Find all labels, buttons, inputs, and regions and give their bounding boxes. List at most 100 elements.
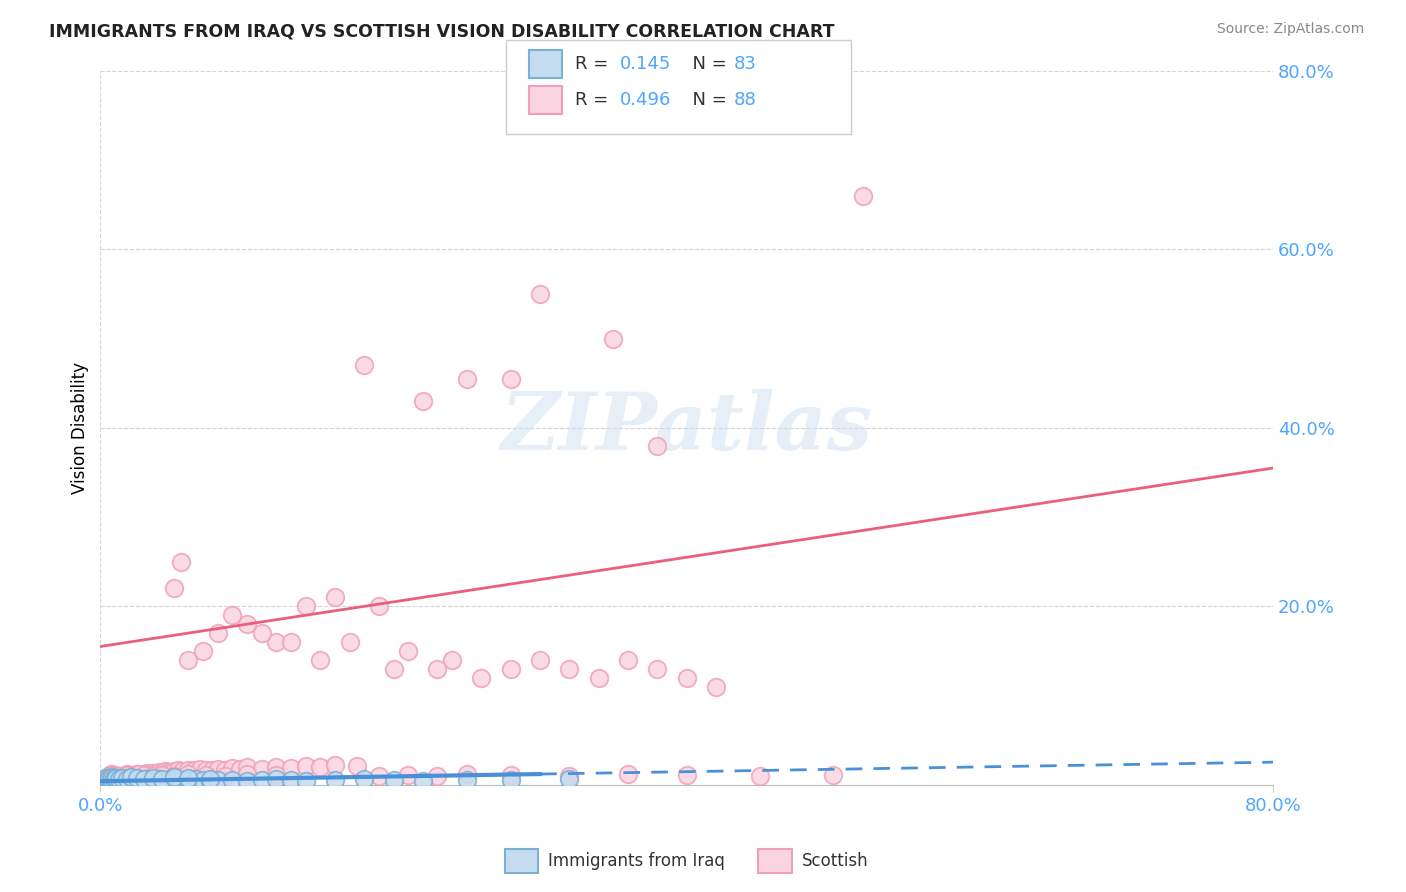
Point	[134, 773, 156, 788]
Point	[675, 768, 697, 782]
Point	[214, 769, 236, 783]
Point	[280, 773, 302, 788]
Point	[145, 774, 167, 789]
Point	[121, 773, 143, 788]
Point	[120, 770, 142, 784]
Point	[103, 771, 125, 785]
Text: N =: N =	[681, 55, 733, 73]
Point	[134, 768, 156, 782]
Point	[117, 768, 139, 782]
Point	[101, 768, 124, 782]
Point	[115, 772, 138, 786]
Point	[121, 768, 143, 782]
Point	[353, 772, 375, 787]
Point	[111, 771, 134, 785]
Text: N =: N =	[681, 91, 733, 109]
Point	[396, 644, 419, 658]
Point	[617, 767, 640, 781]
Point	[100, 772, 122, 787]
Point	[94, 772, 117, 786]
Point	[367, 599, 389, 614]
Point	[96, 772, 118, 787]
Point	[111, 770, 134, 784]
Point	[96, 772, 118, 787]
Point	[98, 771, 121, 785]
Point	[134, 772, 156, 786]
Point	[236, 760, 259, 774]
Point	[94, 775, 117, 789]
Point	[150, 766, 173, 780]
Point	[98, 772, 121, 787]
Point	[108, 772, 131, 786]
Point	[236, 617, 259, 632]
Point	[207, 626, 229, 640]
Point	[214, 763, 236, 777]
Point	[221, 761, 243, 775]
Point	[100, 772, 122, 786]
Point	[200, 774, 222, 789]
Point	[96, 771, 118, 785]
Point	[194, 763, 217, 777]
Point	[104, 772, 127, 787]
Point	[97, 772, 120, 786]
Text: 0.496: 0.496	[620, 91, 672, 109]
Point	[163, 582, 186, 596]
Point	[114, 773, 136, 788]
Point	[97, 772, 120, 786]
Point	[114, 770, 136, 784]
Text: R =: R =	[575, 91, 614, 109]
Point	[125, 772, 148, 787]
Point	[111, 771, 134, 785]
Point	[100, 772, 122, 786]
Point	[101, 772, 124, 786]
Point	[139, 768, 162, 782]
Text: 0.145: 0.145	[620, 55, 672, 73]
Point	[91, 772, 114, 787]
Point	[107, 774, 129, 789]
Point	[558, 772, 581, 787]
Point	[382, 773, 405, 788]
Point	[382, 662, 405, 676]
Point	[156, 765, 179, 780]
Text: 83: 83	[734, 55, 756, 73]
Point	[184, 772, 207, 787]
Point	[98, 769, 121, 783]
Point	[170, 774, 193, 789]
Point	[108, 769, 131, 783]
Point	[104, 768, 127, 782]
Point	[105, 770, 128, 784]
Point	[309, 760, 332, 774]
Point	[294, 774, 316, 789]
Point	[100, 774, 122, 789]
Point	[98, 771, 121, 785]
Point	[200, 772, 222, 786]
Text: R =: R =	[575, 55, 614, 73]
Point	[499, 372, 522, 386]
Point	[159, 766, 181, 780]
Point	[177, 773, 200, 788]
Point	[499, 773, 522, 788]
Point	[264, 772, 287, 787]
Point	[118, 773, 141, 788]
Point	[148, 772, 170, 787]
Point	[136, 766, 159, 780]
Text: Immigrants from Iraq: Immigrants from Iraq	[548, 852, 725, 871]
Point	[150, 768, 173, 782]
Point	[121, 769, 143, 783]
Point	[647, 439, 669, 453]
Point	[94, 773, 117, 788]
Point	[124, 774, 146, 789]
Point	[250, 626, 273, 640]
Point	[280, 635, 302, 649]
Point	[115, 767, 138, 781]
Point	[529, 287, 551, 301]
Point	[177, 653, 200, 667]
Point	[647, 662, 669, 676]
Point	[141, 773, 163, 788]
Point	[136, 772, 159, 787]
Point	[167, 764, 190, 778]
Point	[236, 774, 259, 789]
Point	[236, 767, 259, 781]
Point	[177, 771, 200, 785]
Point	[309, 653, 332, 667]
